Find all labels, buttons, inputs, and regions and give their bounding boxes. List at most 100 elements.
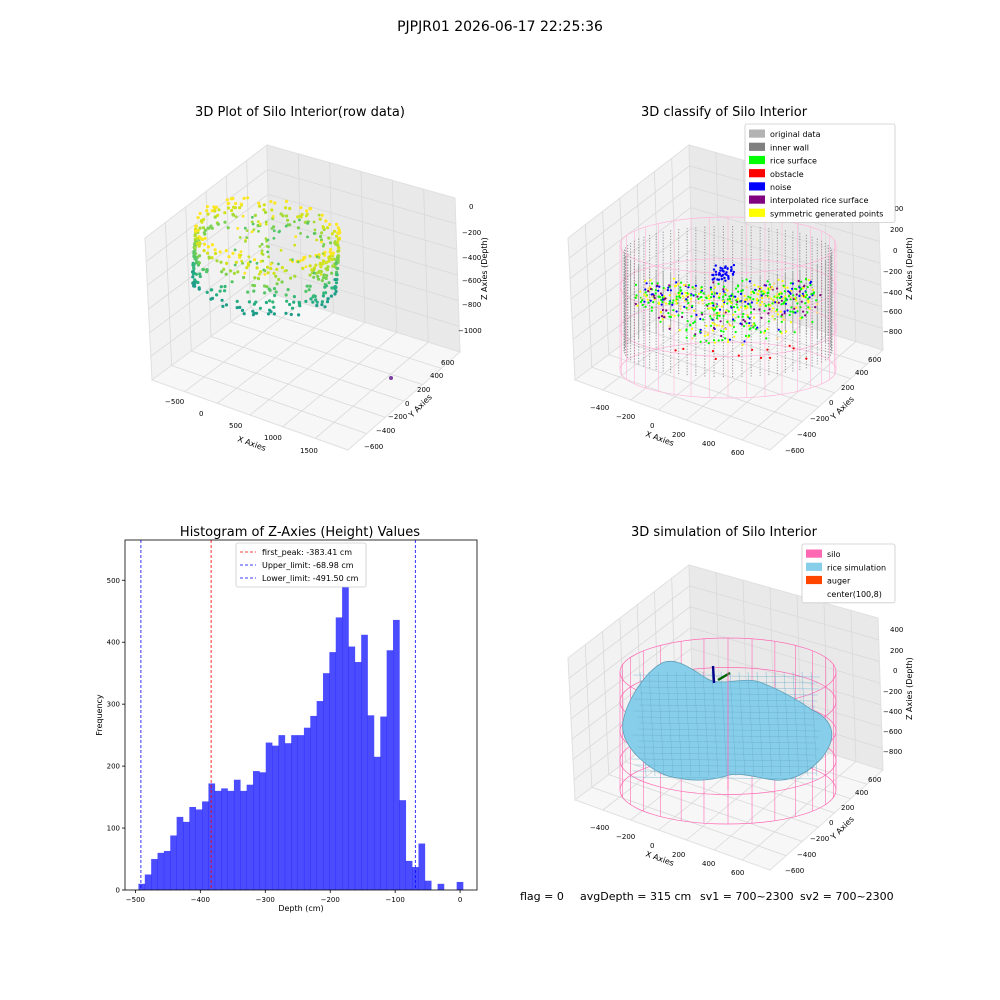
classified-point [635, 294, 638, 297]
classified-point [712, 309, 716, 312]
raw-point [202, 249, 206, 253]
panel4-ytick: −600 [785, 867, 804, 875]
noise-point [711, 278, 714, 281]
classified-point [773, 282, 776, 285]
classified-point [747, 324, 751, 327]
classified-point [712, 281, 715, 284]
mesh-line [756, 671, 764, 777]
classified-point [679, 286, 682, 289]
classified-point [784, 297, 787, 300]
classified-point [765, 337, 768, 340]
raw-point [321, 259, 326, 263]
raw-point [245, 229, 249, 233]
raw-point [272, 271, 276, 275]
raw-point [201, 237, 205, 242]
raw-point [314, 298, 318, 302]
histogram-bar [310, 715, 317, 890]
classified-point [811, 320, 814, 324]
panel2-ztick: 200 [890, 226, 903, 234]
classified-point [660, 303, 663, 306]
raw-point [206, 226, 210, 230]
raw-point [192, 263, 196, 267]
classified-point [669, 315, 673, 318]
classified-point [658, 302, 661, 305]
mesh-line [639, 704, 815, 708]
classified-point [691, 304, 694, 307]
raw-point [284, 224, 288, 228]
classified-point [722, 295, 725, 298]
raw-point [329, 252, 334, 256]
classified-point [634, 296, 637, 299]
raw-point [272, 236, 276, 240]
ytick-label: 300 [107, 701, 120, 709]
raw-point [267, 245, 270, 249]
raw-point [257, 229, 260, 233]
xtick-label: −200 [321, 896, 340, 904]
raw-point [207, 255, 211, 259]
classified-point [675, 284, 678, 287]
classified-point [749, 327, 752, 330]
raw-point [319, 234, 323, 239]
raw-point [198, 226, 202, 230]
classified-point [714, 303, 717, 306]
raw-point [326, 297, 330, 301]
raw-point [232, 271, 236, 275]
raw-point [227, 201, 231, 205]
mesh-line [639, 680, 819, 684]
raw-point [308, 273, 312, 277]
classified-point [744, 300, 747, 303]
panel2-ytick: 0 [829, 399, 833, 407]
raw-point [312, 220, 316, 224]
noise-point [725, 271, 728, 274]
histogram-bar [303, 727, 311, 890]
raw-point [312, 275, 316, 279]
classified-point [707, 302, 710, 305]
histogram-bar [202, 801, 209, 890]
raw-point [261, 259, 265, 263]
raw-point [198, 274, 202, 279]
raw-point [337, 246, 341, 250]
raw-point [334, 262, 338, 266]
classified-point [675, 281, 678, 284]
raw-point [325, 274, 329, 278]
raw-point [260, 242, 264, 246]
classified-point [728, 295, 731, 298]
raw-point [251, 313, 255, 317]
grid-line [690, 606, 880, 662]
classified-point [735, 303, 738, 306]
raw-point [242, 275, 246, 280]
raw-point [288, 302, 292, 307]
panel2-xtick: 400 [702, 440, 715, 448]
classified-point [690, 294, 693, 297]
raw-point [329, 247, 333, 252]
obstacle-point [711, 349, 715, 353]
classified-point [712, 326, 716, 330]
panel1-xlabel: X Axies [236, 434, 267, 453]
classified-point [699, 340, 702, 343]
classified-point [707, 332, 710, 335]
classified-point [809, 281, 812, 285]
raw-point [315, 303, 319, 308]
classified-point [715, 305, 718, 308]
classified-point [776, 287, 779, 290]
histogram-bar [195, 809, 203, 890]
classified-point [795, 299, 798, 302]
obstacle-point [788, 344, 791, 347]
raw-point [271, 300, 275, 304]
classified-point [647, 290, 650, 293]
grid-line [602, 631, 610, 775]
panel2-legend-swatch [749, 129, 765, 138]
classified-point [744, 307, 747, 310]
classified-point [672, 299, 675, 302]
classified-point [705, 303, 708, 306]
panel2-legend: original data inner wall rice surface obsta… [744, 123, 896, 223]
panel2-zlabel: Z Axies (Depth) [905, 237, 914, 300]
classified-point [764, 295, 768, 298]
panel4-ytick: 600 [868, 776, 881, 784]
classified-point [675, 302, 678, 305]
histogram-bar [253, 771, 260, 890]
classified-point [788, 291, 791, 294]
raw-point [305, 214, 308, 218]
raw-point [290, 306, 295, 310]
raw-point [220, 270, 224, 274]
